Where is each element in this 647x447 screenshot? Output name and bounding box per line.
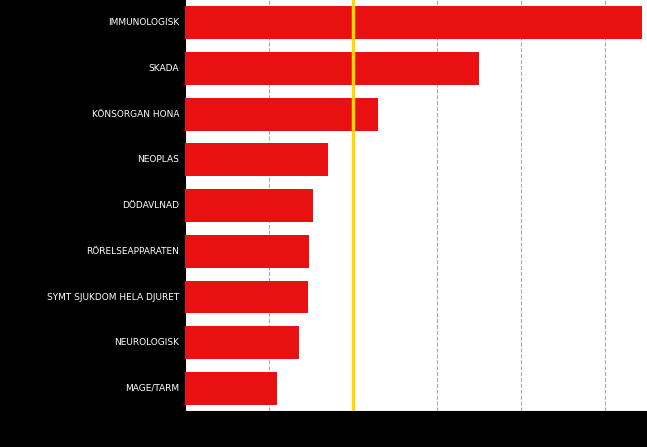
Text: NEOPLAS: NEOPLAS: [137, 156, 179, 164]
Text: NEUROLOGISK: NEUROLOGISK: [115, 338, 179, 347]
Bar: [185, 98, 378, 131]
Text: IMMUNOLOGISK: IMMUNOLOGISK: [108, 18, 179, 27]
Bar: [185, 372, 278, 405]
Bar: [185, 281, 307, 313]
Text: KÖNSORGAN HONA: KÖNSORGAN HONA: [92, 110, 179, 119]
Bar: [185, 326, 299, 359]
Text: SKADA: SKADA: [149, 64, 179, 73]
Text: SYMT SJUKDOM HELA DJURET: SYMT SJUKDOM HELA DJURET: [47, 292, 179, 302]
Text: MAGE/TARM: MAGE/TARM: [125, 384, 179, 393]
Text: RÖRELSEAPPARATEN: RÖRELSEAPPARATEN: [87, 247, 179, 256]
Bar: [185, 189, 313, 222]
Bar: [185, 52, 479, 85]
Bar: [185, 235, 309, 268]
Bar: [185, 143, 327, 177]
Bar: [185, 6, 642, 39]
Text: DÖDAVLNAD: DÖDAVLNAD: [122, 201, 179, 210]
